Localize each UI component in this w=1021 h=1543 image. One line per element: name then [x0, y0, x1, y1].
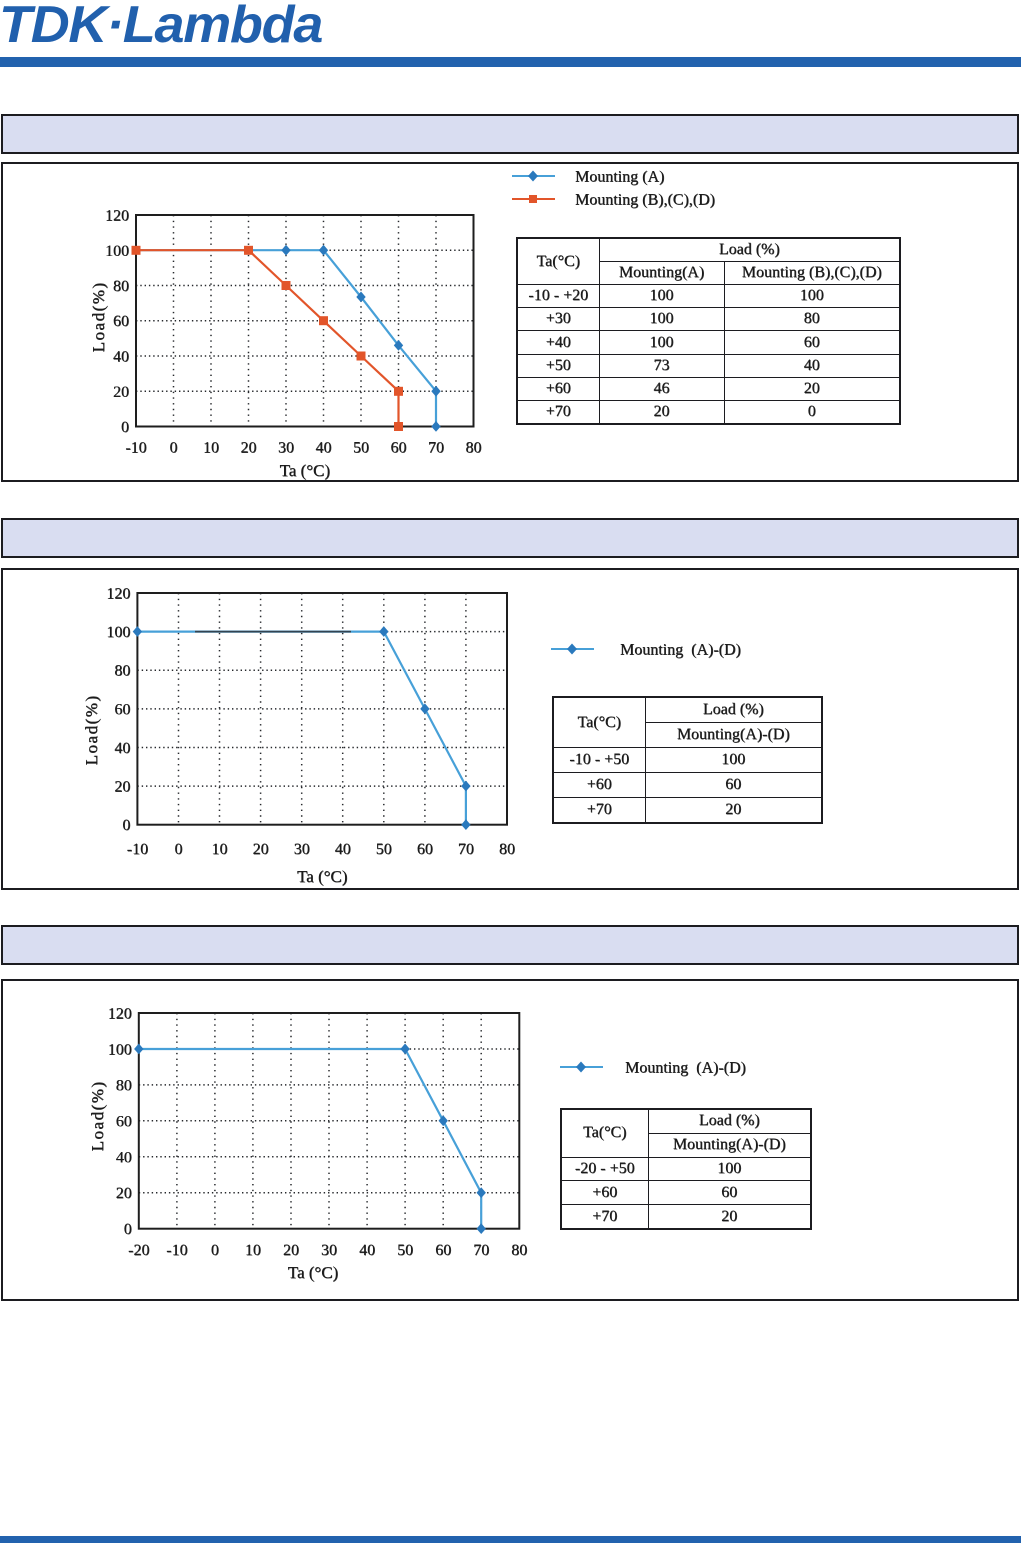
svg-text:120: 120 — [105, 208, 129, 225]
svg-text:20: 20 — [253, 841, 269, 858]
svg-text:30: 30 — [321, 1242, 337, 1259]
svg-text:Load(%): Load(%) — [89, 282, 108, 353]
svg-text:20: 20 — [113, 384, 129, 401]
svg-text:80: 80 — [114, 663, 130, 680]
svg-text:-10: -10 — [166, 1242, 187, 1259]
svg-text:40: 40 — [359, 1242, 375, 1259]
svg-text:40: 40 — [116, 1149, 132, 1166]
svg-text:20: 20 — [283, 1242, 299, 1259]
svg-text:70: 70 — [428, 440, 444, 457]
svg-text:60: 60 — [391, 440, 407, 457]
svg-text:40: 40 — [114, 740, 130, 757]
svg-text:40: 40 — [113, 349, 129, 366]
svg-text:70: 70 — [473, 1242, 489, 1259]
svg-text:Mounting (A)-(D): Mounting (A)-(D) — [625, 1060, 746, 1077]
svg-text:0: 0 — [121, 419, 129, 436]
svg-text:80: 80 — [466, 440, 482, 457]
svg-text:120: 120 — [106, 586, 130, 603]
svg-text:40: 40 — [335, 841, 351, 858]
svg-text:Mounting (A): Mounting (A) — [575, 169, 664, 186]
svg-text:30: 30 — [278, 440, 294, 457]
svg-text:-20: -20 — [128, 1242, 149, 1259]
svg-text:40: 40 — [316, 440, 332, 457]
svg-text:80: 80 — [499, 841, 515, 858]
svg-text:0: 0 — [175, 841, 183, 858]
svg-text:120: 120 — [108, 1006, 132, 1023]
svg-text:100: 100 — [108, 1042, 132, 1059]
svg-text:80: 80 — [116, 1077, 132, 1094]
svg-text:20: 20 — [116, 1185, 132, 1202]
svg-text:Load(%): Load(%) — [88, 1081, 107, 1152]
svg-text:10: 10 — [212, 841, 228, 858]
svg-text:Ta (°C): Ta (°C) — [288, 1263, 338, 1282]
svg-text:0: 0 — [122, 817, 130, 834]
svg-text:20: 20 — [241, 440, 257, 457]
svg-text:50: 50 — [397, 1242, 413, 1259]
svg-text:20: 20 — [114, 779, 130, 796]
svg-text:100: 100 — [106, 624, 130, 641]
svg-text:100: 100 — [105, 243, 129, 260]
svg-text:0: 0 — [170, 440, 178, 457]
svg-text:60: 60 — [417, 841, 433, 858]
svg-text:50: 50 — [376, 841, 392, 858]
svg-text:Mounting (B),(C),(D): Mounting (B),(C),(D) — [575, 192, 715, 209]
svg-text:-10: -10 — [125, 440, 146, 457]
svg-text:30: 30 — [294, 841, 310, 858]
svg-text:70: 70 — [458, 841, 474, 858]
svg-text:60: 60 — [113, 313, 129, 330]
svg-text:60: 60 — [116, 1113, 132, 1130]
svg-text:0: 0 — [124, 1221, 132, 1238]
svg-text:0: 0 — [211, 1242, 219, 1259]
svg-text:80: 80 — [511, 1242, 527, 1259]
svg-text:-10: -10 — [127, 841, 148, 858]
svg-text:Load(%): Load(%) — [82, 695, 101, 766]
svg-text:60: 60 — [114, 701, 130, 718]
svg-text:Ta (°C): Ta (°C) — [280, 461, 330, 480]
svg-text:Mounting (A)-(D): Mounting (A)-(D) — [620, 642, 741, 659]
svg-text:80: 80 — [113, 278, 129, 295]
svg-text:Ta (°C): Ta (°C) — [297, 867, 347, 886]
svg-text:50: 50 — [353, 440, 369, 457]
svg-text:10: 10 — [203, 440, 219, 457]
svg-text:10: 10 — [245, 1242, 261, 1259]
svg-text:60: 60 — [435, 1242, 451, 1259]
